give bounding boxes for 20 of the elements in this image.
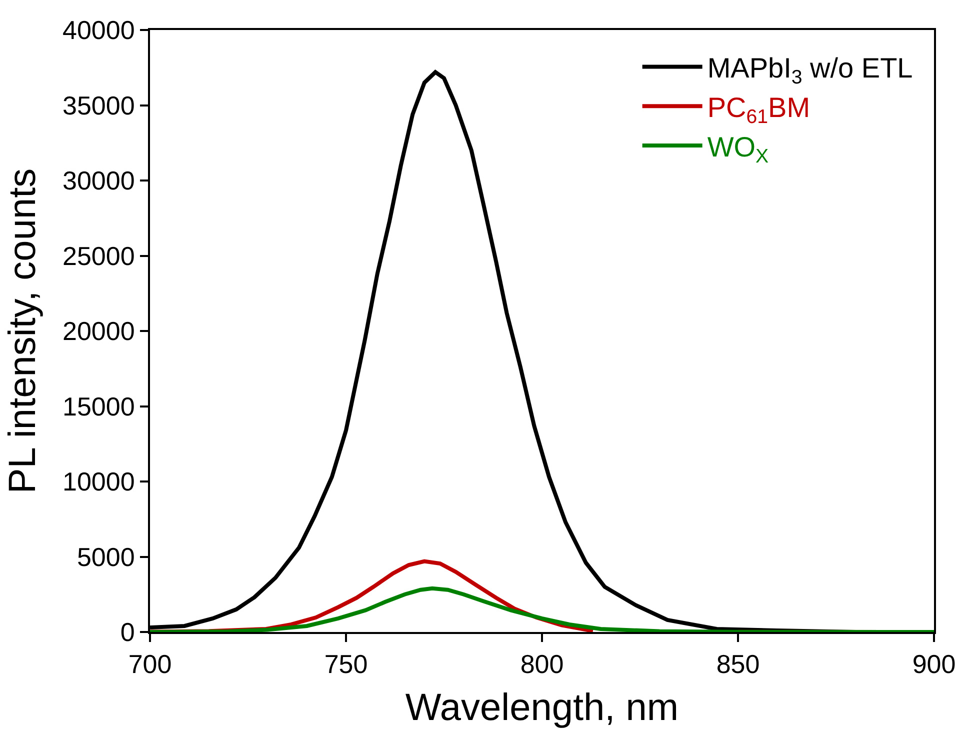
legend-label: WO$_{X}$ [707,131,769,168]
y-tick-label: 30000 [62,166,135,196]
y-tick-label: 25000 [62,240,135,271]
y-tick-label: 15000 [62,391,135,422]
y-tick-label: 35000 [62,90,135,120]
x-tick-label: 850 [716,649,760,680]
y-tick-label: 40000 [62,15,135,46]
x-axis-title: Wavelength, nm [405,686,679,729]
x-tick-label: 750 [324,649,368,680]
y-tick-label: 20000 [62,316,135,346]
y-tick-label: 10000 [62,466,135,497]
y-axis-title: PL intensity, counts [2,168,44,494]
x-tick-label: 800 [520,649,564,680]
x-tick-label: 700 [128,649,172,680]
y-tick-label: 5000 [76,542,135,572]
legend-label: PC$_{61}$BM [707,92,810,128]
legend-label: MAPbI$_{3}$ w/o ETL [707,52,913,89]
line-series [150,586,934,632]
y-tick-label: 0 [120,617,135,648]
x-tick-label: 900 [912,649,956,680]
